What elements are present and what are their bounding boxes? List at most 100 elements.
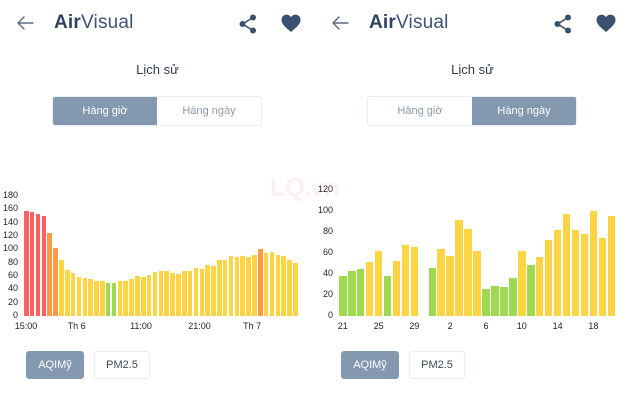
chart-bar[interactable] — [473, 250, 481, 316]
chart-bar[interactable] — [464, 228, 472, 316]
chart-bar[interactable] — [53, 248, 58, 316]
chart-bar[interactable] — [428, 267, 437, 316]
chart-bar[interactable] — [482, 288, 490, 316]
y-tick-label: 60 — [322, 247, 333, 257]
chart-bar[interactable] — [217, 260, 222, 316]
app-title: AirVisual — [54, 12, 134, 34]
chart-bar[interactable] — [164, 270, 169, 316]
chart-bar[interactable] — [228, 256, 234, 316]
chart-bar[interactable] — [446, 256, 454, 316]
share-icon[interactable] — [552, 13, 574, 35]
app-title-bold: Air — [54, 12, 81, 33]
chart-bar[interactable] — [117, 281, 123, 316]
chart-bar[interactable] — [100, 280, 105, 316]
chart-bar[interactable] — [146, 275, 152, 316]
chart-bar[interactable] — [187, 271, 193, 316]
chart-bar[interactable] — [598, 238, 607, 316]
chart-bar[interactable] — [246, 256, 251, 316]
chart-bar[interactable] — [356, 268, 365, 316]
x-tick-label: 18 — [588, 321, 599, 331]
period-toggle: Hàng giờ Hàng ngày — [52, 96, 262, 126]
chart-bar[interactable] — [281, 256, 286, 316]
chart-bar[interactable] — [64, 270, 70, 316]
metric-aqi-us-button[interactable]: AQIMỹ — [341, 351, 399, 379]
chart-bar[interactable] — [35, 214, 41, 316]
chart-bar[interactable] — [88, 278, 93, 316]
chart-bar[interactable] — [211, 266, 216, 316]
chart-bar[interactable] — [135, 276, 140, 316]
chart-bar[interactable] — [518, 250, 526, 316]
chart-bar[interactable] — [240, 256, 246, 316]
chart-bar[interactable] — [47, 233, 52, 316]
chart-bar[interactable] — [193, 268, 199, 316]
x-tick-label: 21 — [337, 321, 348, 331]
chart-bar[interactable] — [392, 261, 401, 316]
metric-aqi-us-button[interactable]: AQIMỹ — [26, 351, 84, 379]
chart-bar[interactable] — [544, 240, 553, 316]
heart-icon[interactable] — [596, 14, 616, 33]
chart-bar[interactable] — [158, 271, 164, 316]
heart-icon[interactable] — [281, 14, 301, 33]
chart-bar[interactable] — [287, 260, 292, 316]
chart-bar[interactable] — [374, 250, 383, 316]
chart-bar[interactable] — [152, 272, 158, 316]
chart-bar[interactable] — [181, 271, 187, 316]
metric-pm25-button[interactable]: PM2.5 — [409, 351, 465, 379]
chart-bar[interactable] — [553, 229, 562, 316]
chart-bar[interactable] — [111, 283, 117, 316]
chart-bar[interactable] — [562, 214, 571, 316]
chart-bar[interactable] — [59, 260, 64, 316]
chart-bar[interactable] — [129, 278, 134, 316]
chart-bar[interactable] — [199, 269, 205, 316]
chart-bar[interactable] — [535, 257, 544, 316]
chart-bar[interactable] — [269, 252, 275, 316]
chart-bar[interactable] — [123, 280, 129, 316]
chart-bar[interactable] — [589, 211, 598, 316]
chart-bar[interactable] — [234, 257, 240, 316]
tab-daily[interactable]: Hàng ngày — [472, 97, 576, 125]
chart-bar[interactable] — [24, 211, 29, 316]
chart-bar[interactable] — [455, 220, 463, 316]
chart-bar[interactable] — [580, 234, 589, 316]
section-title: Lịch sử — [451, 62, 494, 77]
chart-bar[interactable] — [607, 216, 616, 316]
chart-bar[interactable] — [105, 282, 111, 316]
share-icon[interactable] — [237, 13, 259, 35]
app-title-light: Visual — [81, 12, 134, 33]
chart-bar[interactable] — [82, 278, 88, 316]
chart-bar[interactable] — [70, 273, 76, 316]
chart-bar[interactable] — [263, 252, 269, 316]
chart-bar[interactable] — [491, 285, 499, 316]
chart-bar[interactable] — [94, 280, 99, 316]
chart-bar[interactable] — [509, 278, 517, 316]
chart-bar[interactable] — [141, 276, 146, 316]
chart-bar[interactable] — [252, 255, 257, 316]
chart-bar[interactable] — [571, 229, 580, 316]
chart-bar[interactable] — [258, 248, 263, 316]
chart-bar[interactable] — [205, 265, 210, 316]
chart-bar[interactable] — [383, 276, 392, 316]
chart-bar[interactable] — [339, 276, 347, 316]
back-arrow-icon[interactable] — [14, 12, 36, 34]
chart-bar[interactable] — [437, 248, 446, 316]
y-tick-label: 120 — [317, 184, 333, 194]
tab-daily[interactable]: Hàng ngày — [157, 97, 261, 125]
chart-bar[interactable] — [347, 270, 356, 316]
chart-bar[interactable] — [76, 276, 82, 316]
metric-pm25-button[interactable]: PM2.5 — [94, 351, 150, 379]
back-arrow-icon[interactable] — [329, 12, 351, 34]
chart-bar[interactable] — [410, 246, 419, 316]
chart-bar[interactable] — [176, 274, 181, 316]
tab-hourly[interactable]: Hàng giờ — [368, 97, 472, 125]
chart-bar[interactable] — [365, 262, 374, 316]
chart-bar[interactable] — [293, 263, 298, 316]
chart-bar[interactable] — [526, 264, 535, 316]
chart-bar[interactable] — [500, 286, 508, 316]
chart-bar[interactable] — [29, 212, 35, 316]
chart-bar[interactable] — [170, 273, 175, 316]
chart-bar[interactable] — [41, 216, 47, 316]
chart-bar[interactable] — [222, 260, 228, 316]
tab-hourly[interactable]: Hàng giờ — [53, 97, 157, 125]
chart-bar[interactable] — [401, 244, 410, 316]
chart-bar[interactable] — [275, 254, 281, 316]
